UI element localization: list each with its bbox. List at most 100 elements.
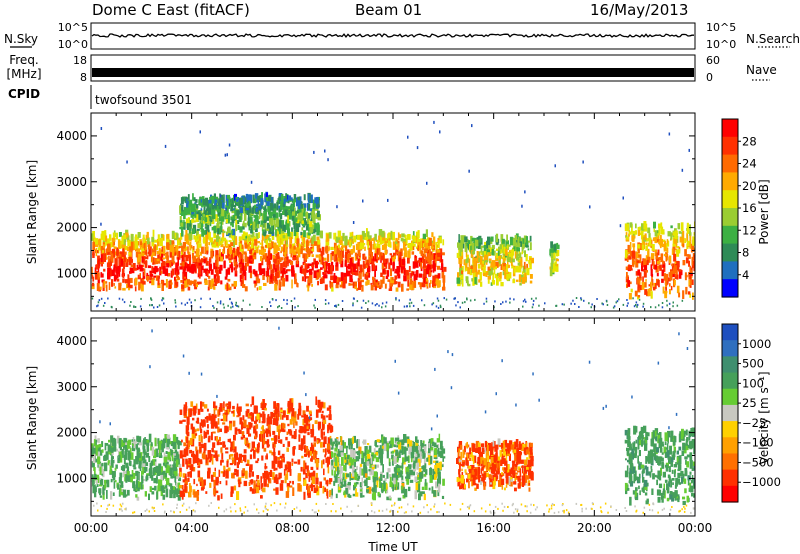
echo-cell <box>658 280 660 288</box>
echo-cell <box>220 221 223 231</box>
echo-cell <box>229 423 232 431</box>
echo-cell <box>152 248 155 254</box>
echo-cell <box>309 221 313 228</box>
echo-cell <box>285 491 290 498</box>
echo-cell <box>119 487 122 495</box>
echo-cell <box>92 251 95 258</box>
echo-cell <box>497 250 500 256</box>
echo-cell <box>197 465 200 468</box>
echo-cell <box>92 231 95 239</box>
echo-cell <box>297 209 301 213</box>
echo-cell <box>304 445 307 453</box>
echo-cell <box>136 480 139 489</box>
echo-cell <box>635 304 637 306</box>
echo-cell <box>288 259 291 264</box>
echo-cell <box>255 233 259 239</box>
echo-cell <box>215 414 217 419</box>
echo-cell <box>423 243 426 248</box>
echo-cell <box>406 305 408 308</box>
echo-cell <box>218 469 221 477</box>
echo-cell <box>213 450 216 453</box>
echo-cell <box>300 268 304 274</box>
echo-cell <box>150 443 153 451</box>
echo-cell <box>276 408 280 413</box>
echo-cell <box>226 231 229 235</box>
echo-cell <box>280 225 284 233</box>
echo-cell <box>197 470 201 478</box>
echo-cell <box>273 417 276 422</box>
echo-cell <box>330 265 333 271</box>
echo-cell <box>216 301 219 304</box>
echo-cell <box>392 231 395 241</box>
echo-cell <box>233 434 236 441</box>
echo-cell <box>183 248 187 252</box>
echo-cell <box>176 451 179 460</box>
echo-cell <box>267 258 269 267</box>
echo-cell <box>204 238 208 247</box>
echo-cell <box>198 435 201 442</box>
echo-cell <box>206 223 210 231</box>
echo-cell <box>169 467 173 476</box>
echo-cell <box>622 303 625 306</box>
echo-cell <box>104 442 107 451</box>
echo-cell <box>637 244 641 249</box>
echo-cell <box>412 231 415 238</box>
echo-cell <box>625 276 629 283</box>
echo-cell <box>119 472 123 478</box>
echo-cell <box>467 257 470 263</box>
echo-cell <box>184 483 187 493</box>
echo-cell <box>313 304 315 307</box>
echo-cell <box>283 207 286 214</box>
echo-cell <box>280 281 282 287</box>
echo-cell <box>637 248 640 254</box>
echo-cell <box>319 481 322 488</box>
echo-cell <box>216 223 220 229</box>
echo-cell <box>227 253 230 257</box>
echo-cell <box>348 282 351 286</box>
echo-cell <box>380 279 383 288</box>
echo-cell <box>508 264 510 268</box>
echo-cell <box>120 244 123 248</box>
echo-cell <box>110 435 114 444</box>
echo-cell <box>428 237 432 246</box>
echo-cell <box>125 259 129 267</box>
echo-cell <box>461 238 465 244</box>
echo-cell <box>481 263 484 267</box>
echo-cell <box>91 447 94 450</box>
echo-cell <box>308 213 311 219</box>
echo-cell <box>274 263 278 269</box>
echo-cell <box>323 267 326 276</box>
echo-cell <box>299 212 303 221</box>
echo-cell <box>684 249 687 257</box>
echo-cell <box>267 250 271 259</box>
echo-cell <box>647 248 650 257</box>
echo-cell <box>648 237 652 246</box>
echo-cell <box>428 249 431 255</box>
echo-cell <box>191 203 195 213</box>
echo-cell <box>423 304 426 307</box>
echo-cell <box>151 257 153 262</box>
echo-cell <box>219 428 222 432</box>
echo-cell <box>689 285 692 288</box>
echo-cell <box>133 459 136 466</box>
echo-cell <box>273 242 277 251</box>
echo-cell <box>106 238 110 245</box>
echo-cell <box>374 246 378 253</box>
echo-cell <box>225 403 228 407</box>
echo-cell <box>149 274 154 277</box>
echo-cell <box>280 439 283 444</box>
echo-cell <box>159 266 162 276</box>
echo-cell <box>167 451 171 460</box>
echo-cell <box>310 458 312 462</box>
echo-cell <box>92 479 94 486</box>
echo-cell <box>294 306 296 309</box>
echo-cell <box>357 258 360 266</box>
echo-cell <box>465 263 468 267</box>
echo-cell <box>127 240 131 247</box>
echo-cell <box>423 277 428 283</box>
echo-cell <box>305 269 309 273</box>
echo-cell <box>125 475 129 482</box>
echo-cell <box>264 441 268 444</box>
echo-cell <box>580 298 583 301</box>
echo-cell <box>123 234 127 240</box>
